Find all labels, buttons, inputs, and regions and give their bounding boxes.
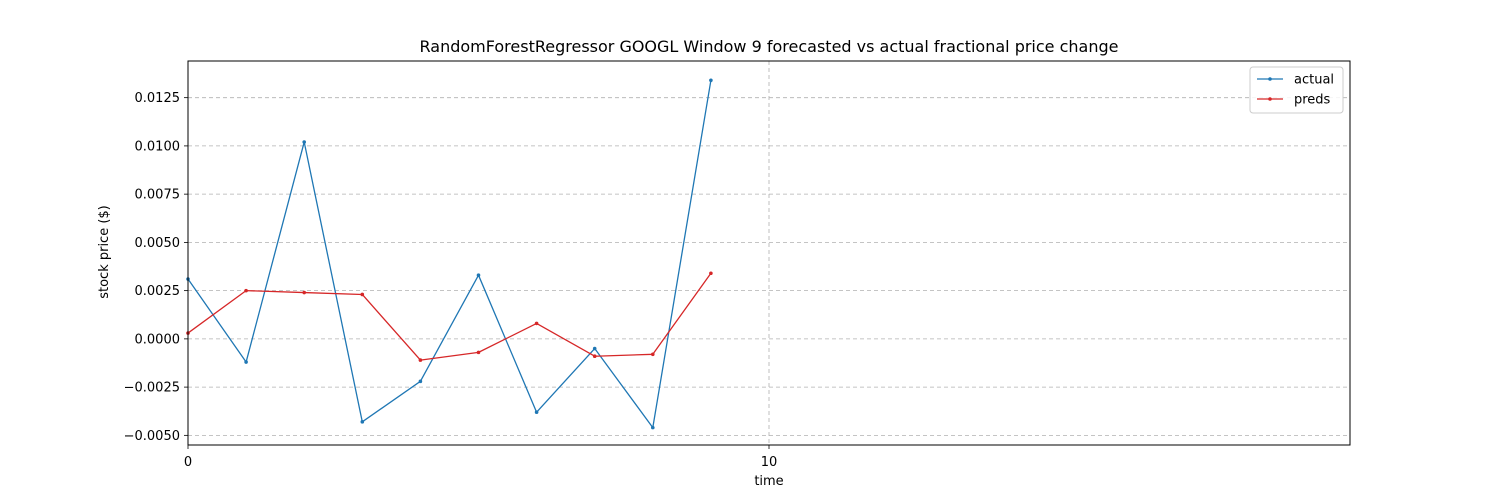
y-tick-label: −0.0025 <box>124 381 180 396</box>
data-point-preds <box>534 321 539 326</box>
data-point-actual <box>244 360 248 364</box>
data-point-actual <box>651 425 655 430</box>
data-point-preds <box>244 288 248 293</box>
y-tick-label: 0.0100 <box>135 139 181 154</box>
data-point-preds <box>418 358 423 362</box>
series-line-preds <box>187 272 712 361</box>
y-tick-label: 0.0025 <box>135 284 181 299</box>
y-tick-label: 0.0125 <box>135 91 181 106</box>
legend-label-actual: actual <box>1294 73 1334 88</box>
y-axis-label: stock price ($) <box>97 205 112 299</box>
data-point-actual <box>302 140 307 144</box>
y-tick-label: 0.0000 <box>135 332 181 347</box>
chart-title: RandomForestRegressor GOOGL Window 9 for… <box>420 37 1119 56</box>
series-layer <box>186 78 713 430</box>
series-preds <box>186 271 713 362</box>
legend-label-preds: preds <box>1294 93 1331 108</box>
legend: actual preds <box>1249 66 1344 114</box>
legend-marker-actual <box>1268 77 1272 81</box>
data-point-actual <box>592 346 597 351</box>
data-point-actual <box>476 273 481 277</box>
legend-marker-preds <box>1268 97 1272 101</box>
y-tick-label: −0.0050 <box>124 429 180 444</box>
axis-ticks: −0.0050 −0.0025 0.0000 0.0025 0.0050 0.0075 0.… <box>124 91 778 470</box>
data-point-preds <box>651 352 655 357</box>
x-axis-label: time <box>754 474 783 489</box>
series-line-actual <box>187 80 712 429</box>
data-point-actual <box>418 379 423 384</box>
y-tick-label: 0.0075 <box>135 188 181 203</box>
data-point-preds <box>592 354 597 359</box>
data-point-preds <box>302 290 307 295</box>
data-point-preds <box>476 350 481 355</box>
x-tick-label: 10 <box>761 455 778 470</box>
data-point-actual <box>709 78 713 83</box>
series-actual <box>186 78 713 430</box>
y-tick-label: 0.0050 <box>135 236 181 251</box>
data-point-preds <box>709 271 713 276</box>
x-tick-label: 0 <box>184 455 192 470</box>
data-point-actual <box>360 420 365 424</box>
data-point-preds <box>360 292 365 297</box>
data-point-actual <box>534 410 539 414</box>
